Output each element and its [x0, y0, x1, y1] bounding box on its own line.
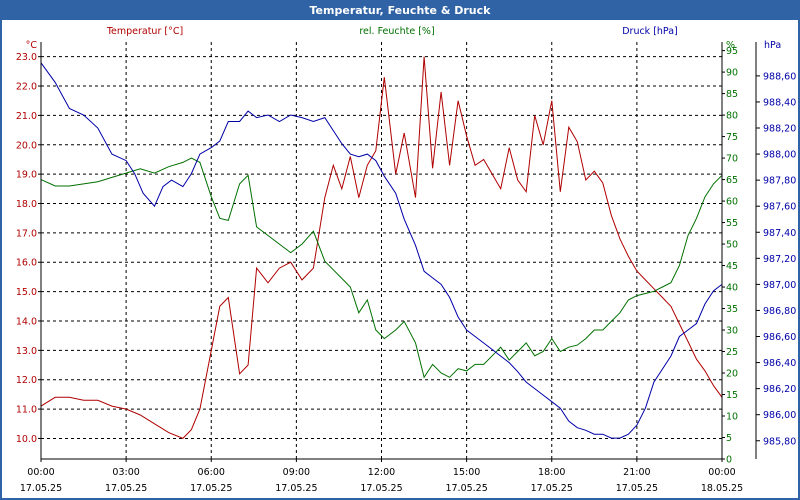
mid-tick-label: 80 — [726, 111, 738, 122]
left-tick-label: 16.0 — [16, 258, 37, 269]
mid-tick-label: 90 — [726, 68, 738, 79]
window-title: Temperatur, Feuchte & Druck — [2, 2, 798, 20]
axis-labels: 10.0 11.0 12.0 13.0 14.0 15.0 16.0 17.0 18.0 19.0… — [16, 26, 796, 494]
x-tick-time: 21:00 — [623, 467, 650, 478]
x-tick-time: 09:00 — [283, 467, 310, 478]
right-tick-label: 987,40 — [763, 228, 796, 239]
x-tick-time: 03:00 — [112, 467, 139, 478]
left-tick-label: 12.0 — [16, 375, 37, 386]
mid-tick-label: 65 — [726, 175, 738, 186]
x-tick-time: 00:00 — [27, 467, 54, 478]
x-tick-time: 00:00 — [708, 467, 735, 478]
x-tick-date: 17.05.25 — [105, 483, 147, 494]
left-tick-label: 15.0 — [16, 287, 37, 298]
right-tick-label: 988,40 — [763, 97, 796, 108]
mid-tick-label: 45 — [726, 261, 738, 272]
series-lines — [40, 56, 723, 439]
right-tick-label: 986,60 — [763, 332, 796, 343]
x-tick-date: 17.05.25 — [275, 483, 317, 494]
mid-tick-label: 40 — [726, 283, 738, 294]
right-tick-label: 987,60 — [763, 202, 796, 213]
series-line-left — [40, 56, 723, 439]
left-tick-label: 11.0 — [16, 405, 37, 416]
axes — [38, 42, 760, 462]
left-tick-label: 10.0 — [16, 434, 37, 445]
right-tick-label: 985,80 — [763, 436, 796, 447]
mid-tick-label: 10 — [726, 412, 738, 423]
series-name-left: Temperatur [°C] — [106, 26, 183, 37]
x-tick-date: 17.05.25 — [531, 483, 573, 494]
mid-tick-label: 60 — [726, 197, 738, 208]
right-tick-label: 987,00 — [763, 280, 796, 291]
left-tick-label: 14.0 — [16, 316, 37, 327]
x-tick-date: 17.05.25 — [445, 483, 487, 494]
mid-axis-unit: % — [726, 40, 735, 51]
left-tick-label: 22.0 — [16, 82, 37, 93]
mid-tick-label: 70 — [726, 154, 738, 165]
left-tick-label: 20.0 — [16, 140, 37, 151]
mid-tick-label: 55 — [726, 218, 738, 229]
x-tick-date: 18.05.25 — [701, 483, 743, 494]
series-line-right — [40, 62, 723, 439]
left-tick-label: 19.0 — [16, 170, 37, 181]
left-tick-label: 21.0 — [16, 111, 37, 122]
right-tick-label: 988,60 — [763, 71, 796, 82]
right-axis-unit: hPa — [764, 40, 781, 51]
right-tick-label: 986,20 — [763, 384, 796, 395]
left-tick-label: 17.0 — [16, 228, 37, 239]
left-axis-unit: °C — [26, 40, 38, 51]
right-tick-label: 988,20 — [763, 124, 796, 135]
right-tick-label: 986,80 — [763, 306, 796, 317]
x-tick-time: 06:00 — [198, 467, 225, 478]
mid-tick-label: 85 — [726, 89, 738, 100]
x-tick-date: 17.05.25 — [20, 483, 62, 494]
right-tick-label: 987,80 — [763, 176, 796, 187]
left-tick-label: 18.0 — [16, 199, 37, 210]
series-name-right: Druck [hPa] — [622, 26, 678, 37]
mid-tick-label: 20 — [726, 369, 738, 380]
right-tick-label: 986,40 — [763, 358, 796, 369]
mid-tick-label: 50 — [726, 240, 738, 251]
x-tick-date: 17.05.25 — [360, 483, 402, 494]
mid-tick-label: 15 — [726, 390, 738, 401]
x-tick-time: 15:00 — [453, 467, 480, 478]
mid-tick-label: 25 — [726, 347, 738, 358]
left-tick-label: 23.0 — [16, 52, 37, 63]
right-tick-label: 986,00 — [763, 410, 796, 421]
mid-tick-label: 35 — [726, 304, 738, 315]
mid-tick-label: 30 — [726, 326, 738, 337]
series-name-mid: rel. Feuchte [%] — [359, 26, 434, 37]
right-tick-label: 987,20 — [763, 254, 796, 265]
x-tick-date: 17.05.25 — [616, 483, 658, 494]
mid-tick-label: 5 — [726, 433, 732, 444]
x-tick-time: 18:00 — [538, 467, 565, 478]
left-tick-label: 13.0 — [16, 346, 37, 357]
x-tick-time: 12:00 — [368, 467, 395, 478]
mid-tick-label: 75 — [726, 132, 738, 143]
mid-tick-label: 0 — [726, 455, 732, 466]
mid-tick-label: 95 — [726, 46, 738, 57]
right-tick-label: 988,00 — [763, 150, 796, 161]
x-tick-date: 17.05.25 — [190, 483, 232, 494]
